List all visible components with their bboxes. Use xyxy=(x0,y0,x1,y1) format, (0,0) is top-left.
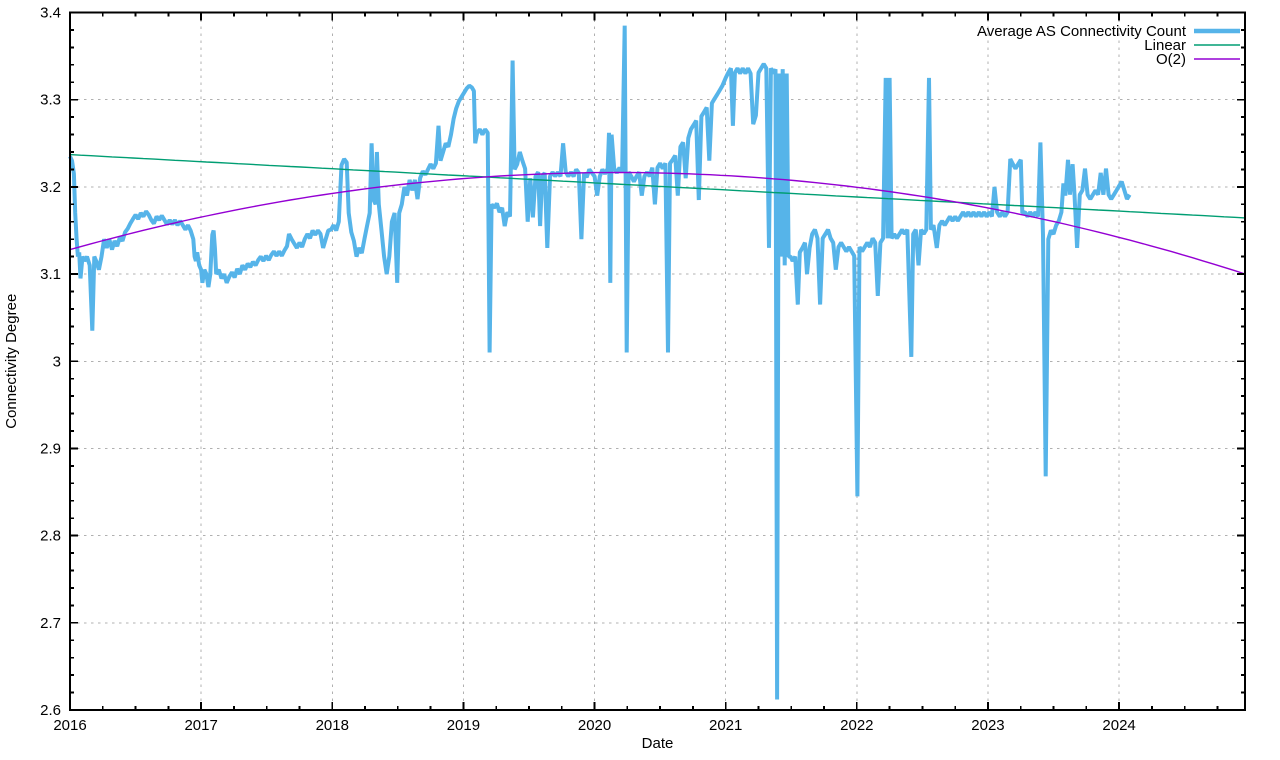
x-tick-label: 2016 xyxy=(53,717,86,734)
series-average-as-connectivity-count xyxy=(68,25,1132,700)
x-tick-label: 2024 xyxy=(1102,717,1135,734)
x-tick-label: 2023 xyxy=(971,717,1004,734)
y-tick-label: 3.4 xyxy=(40,5,61,22)
x-tick-label: 2019 xyxy=(447,717,480,734)
x-tick-label: 2022 xyxy=(840,717,873,734)
legend-label: O(2) xyxy=(1156,51,1186,68)
axis-labels: 2016 2017 2018 2019 2020 2021 2022 2023 2024 2.6 2… xyxy=(3,5,1136,753)
series-group xyxy=(68,25,1246,700)
plot-grid xyxy=(70,12,1245,710)
y-axis-title: Connectivity Degree xyxy=(3,294,20,429)
y-tick-label: 2.7 xyxy=(40,615,61,632)
x-tick-label: 2018 xyxy=(316,717,349,734)
x-tick-label: 2017 xyxy=(184,717,217,734)
y-tick-label: 2.6 xyxy=(40,702,61,719)
plot-axes xyxy=(69,11,1246,711)
legend-label: Average AS Connectivity Count xyxy=(977,23,1187,40)
x-tick-label: 2021 xyxy=(709,717,742,734)
x-axis-title: Date xyxy=(642,735,674,752)
y-tick-label: 3.1 xyxy=(40,266,61,283)
y-tick-label: 3.2 xyxy=(40,179,61,196)
y-tick-label: 2.9 xyxy=(40,440,61,457)
series-o-2- xyxy=(69,171,1246,275)
y-tick-label: 2.8 xyxy=(40,528,61,545)
series-linear xyxy=(69,153,1246,219)
y-tick-label: 3 xyxy=(53,353,61,370)
legend-label: Linear xyxy=(1144,37,1186,54)
x-tick-label: 2020 xyxy=(578,717,611,734)
y-tick-label: 3.3 xyxy=(40,92,61,109)
